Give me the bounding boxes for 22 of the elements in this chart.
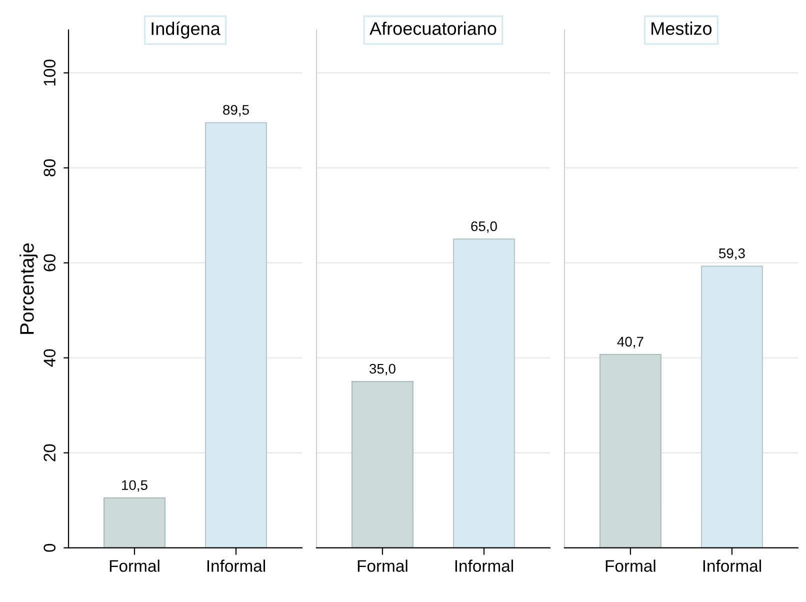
y-axis-title: Porcentaje <box>20 243 38 334</box>
data-label: 40,7 <box>617 336 644 348</box>
data-label: 35,0 <box>369 364 396 376</box>
x-tick-label: Informal <box>455 560 513 572</box>
data-label: 65,0 <box>471 221 497 233</box>
chart-title: Indígena <box>152 22 220 39</box>
y-tick-label: 40 <box>44 349 56 367</box>
y-tick-label: 80 <box>44 159 56 176</box>
chart-title: Afroecuatoriano <box>370 22 496 35</box>
y-tick-label: 20 <box>44 444 56 462</box>
x-tick-label: Informal <box>207 560 265 572</box>
y-tick-label: 100 <box>44 60 56 86</box>
data-label: 59,3 <box>719 248 745 260</box>
chart-title: Mestizo <box>652 22 712 35</box>
x-tick-label: Informal <box>703 560 761 572</box>
x-tick-label: Formal <box>358 560 408 572</box>
data-label: 10,5 <box>122 480 148 492</box>
x-tick-label: Formal <box>110 560 160 572</box>
x-tick-label: Formal <box>606 560 656 572</box>
data-label: 89,5 <box>223 104 249 116</box>
y-tick-label: 60 <box>44 254 56 272</box>
y-tick-label: 0 <box>44 544 56 552</box>
